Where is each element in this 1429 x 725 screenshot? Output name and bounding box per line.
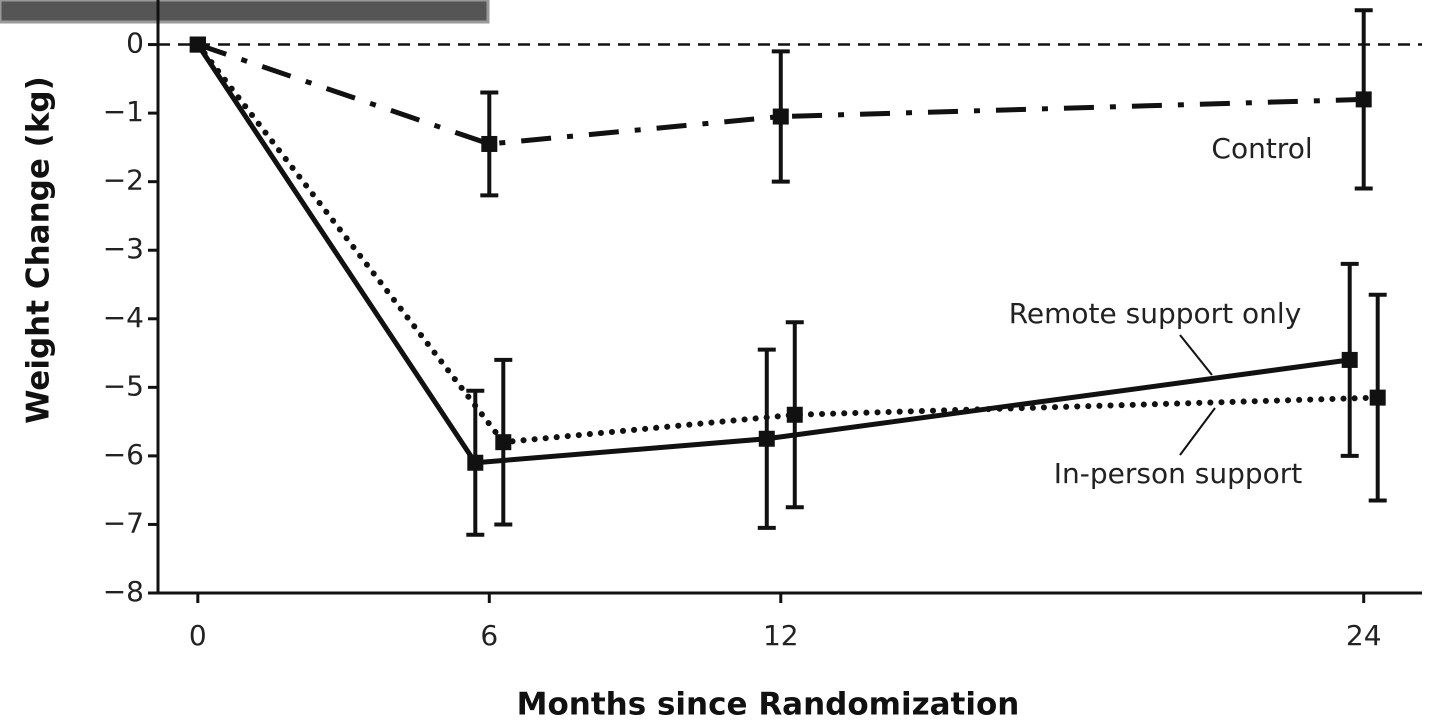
overlay-bar xyxy=(0,0,490,24)
x-tick-label: 6 xyxy=(480,619,498,652)
series-label: Control xyxy=(1211,132,1312,165)
x-axis-title: Months since Randomization xyxy=(517,687,1020,723)
series-line xyxy=(197,42,1364,147)
marker xyxy=(467,454,484,471)
y-tick-label: −8 xyxy=(103,575,144,608)
y-tick-label: −4 xyxy=(103,301,144,334)
marker xyxy=(1341,351,1358,368)
x-tick-label: 0 xyxy=(189,619,207,652)
marker xyxy=(1369,389,1386,406)
series-label: In-person support xyxy=(1054,457,1303,490)
series-line xyxy=(195,43,1351,466)
y-tick-label: −1 xyxy=(103,95,144,128)
leader-line xyxy=(1179,334,1213,376)
y-tick-label: −6 xyxy=(103,438,144,471)
leader-line xyxy=(1179,407,1216,456)
series-line xyxy=(194,41,1381,446)
y-tick-label: 0 xyxy=(126,27,144,60)
marker xyxy=(189,36,206,53)
x-tick-label: 12 xyxy=(763,619,799,652)
y-tick-label: −5 xyxy=(103,369,144,402)
x-tick-label: 24 xyxy=(1346,619,1382,652)
y-tick-label: −2 xyxy=(103,164,144,197)
y-tick-label: −3 xyxy=(103,232,144,265)
marker xyxy=(786,406,803,423)
series-label: Remote support only xyxy=(1009,297,1302,330)
marker xyxy=(758,430,775,447)
y-tick-label: −7 xyxy=(103,506,144,539)
marker xyxy=(495,434,512,451)
marker xyxy=(1355,91,1372,108)
y-axis-title: Weight Change (kg) xyxy=(21,76,57,424)
marker xyxy=(481,135,498,152)
marker xyxy=(772,108,789,125)
